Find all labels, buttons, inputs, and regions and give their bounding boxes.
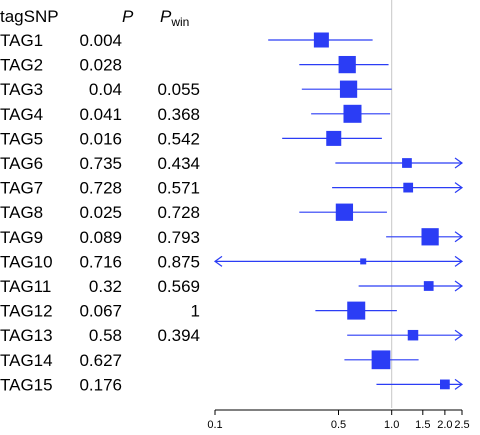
row-tag-label: TAG2 (0, 56, 43, 75)
row-tag-label: TAG11 (0, 277, 51, 296)
row-pwin-value: 0.542 (157, 129, 200, 148)
estimate-square (338, 55, 356, 74)
table-row: TAG3 0.04 0.055 (0, 80, 392, 99)
row-p-value: 0.025 (79, 203, 122, 222)
row-pwin-value: 1 (191, 302, 200, 321)
header-tagsnp: tagSNP (0, 7, 59, 26)
x-tick-label: 1.5 (415, 419, 430, 431)
table-row: TAG15 0.176 (0, 375, 464, 394)
row-tag-label: TAG13 (0, 326, 53, 345)
table-row: TAG4 0.041 0.368 (0, 104, 391, 124)
row-tag-label: TAG7 (0, 179, 43, 198)
row-p-value: 0.32 (89, 277, 122, 296)
table-row: TAG2 0.028 (0, 56, 389, 75)
row-p-value: 0.041 (79, 105, 122, 124)
table-row: TAG14 0.627 (0, 350, 419, 370)
row-p-value: 0.028 (79, 56, 122, 75)
estimate-square (407, 329, 419, 341)
ci-arrow-right (454, 255, 464, 267)
row-p-value: 0.735 (79, 154, 122, 173)
row-tag-label: TAG4 (0, 105, 43, 124)
rows: TAG1 0.004 TAG2 0.028 TAG3 0.04 0.055 TAG4 0.041… (0, 31, 464, 394)
estimate-square (347, 301, 366, 320)
table-row: TAG9 0.089 0.793 (0, 228, 464, 247)
ci-arrow-right (454, 378, 464, 390)
row-p-value: 0.067 (79, 302, 122, 321)
row-tag-label: TAG9 (0, 228, 43, 247)
x-tick-label: 1.0 (384, 419, 399, 431)
estimate-square (402, 158, 412, 168)
x-tick-label: 0.1 (207, 419, 222, 431)
row-pwin-value: 0.728 (157, 203, 200, 222)
ci-arrow-left (213, 255, 223, 267)
row-tag-label: TAG3 (0, 80, 43, 99)
row-p-value: 0.016 (79, 129, 122, 148)
row-p-value: 0.089 (79, 228, 122, 247)
estimate-square (360, 258, 367, 265)
row-p-value: 0.04 (89, 80, 122, 99)
estimate-square (335, 203, 354, 221)
table-row: TAG10 0.716 0.875 (0, 252, 464, 271)
header-pwin: Pwin (160, 7, 189, 29)
ci-arrow-right (454, 280, 464, 292)
row-pwin-value: 0.055 (157, 80, 200, 99)
row-p-value: 0.004 (79, 31, 122, 50)
table-row: TAG6 0.735 0.434 (0, 154, 464, 173)
estimate-square (313, 32, 329, 48)
row-tag-label: TAG5 (0, 129, 43, 148)
header-pwin-main: P (160, 7, 172, 26)
estimate-square (423, 281, 434, 291)
table-row: TAG5 0.016 0.542 (0, 129, 382, 148)
row-tag-label: TAG12 (0, 302, 53, 321)
estimate-square (403, 182, 414, 193)
header-pwin-subscript: win (170, 15, 189, 29)
estimate-square (326, 130, 342, 146)
estimate-square (421, 228, 439, 246)
row-pwin-value: 0.569 (157, 277, 200, 296)
row-tag-label: TAG8 (0, 203, 43, 222)
ci-arrow-right (454, 157, 464, 169)
table-row: TAG8 0.025 0.728 (0, 203, 387, 222)
x-axis: 0.1 0.5 1.0 1.5 2.0 2.5 (207, 409, 470, 431)
row-pwin-value: 0.571 (157, 179, 200, 198)
row-pwin-value: 0.434 (157, 154, 200, 173)
row-pwin-value: 0.394 (157, 326, 200, 345)
row-tag-label: TAG15 (0, 375, 53, 394)
row-tag-label: TAG14 (0, 351, 53, 370)
row-tag-label: TAG6 (0, 154, 43, 173)
row-p-value: 0.58 (89, 326, 122, 345)
estimate-square (339, 80, 358, 98)
row-p-value: 0.627 (79, 351, 122, 370)
ci-arrow-right (454, 231, 464, 243)
row-p-value: 0.176 (79, 375, 122, 394)
table-row: TAG1 0.004 (0, 31, 373, 50)
header-p: P (122, 7, 134, 26)
row-pwin-value: 0.875 (157, 252, 200, 271)
x-tick-label: 2.5 (454, 419, 469, 431)
estimate-square (371, 350, 391, 370)
x-tick-label: 2.0 (437, 419, 452, 431)
row-p-value: 0.728 (79, 179, 122, 198)
table-row: TAG12 0.067 1 (0, 301, 397, 321)
table-row: TAG11 0.32 0.569 (0, 277, 464, 296)
estimate-square (343, 104, 362, 123)
ci-arrow-right (454, 182, 464, 194)
ci-arrow-right (454, 329, 464, 341)
row-tag-label: TAG10 (0, 252, 53, 271)
table-row: TAG13 0.58 0.394 (0, 326, 464, 345)
row-pwin-value: 0.368 (157, 105, 200, 124)
row-tag-label: TAG1 (0, 31, 43, 50)
row-pwin-value: 0.793 (157, 228, 200, 247)
x-tick-label: 0.5 (331, 419, 346, 431)
estimate-square (440, 379, 450, 390)
row-p-value: 0.716 (79, 252, 122, 271)
table-row: TAG7 0.728 0.571 (0, 179, 464, 198)
